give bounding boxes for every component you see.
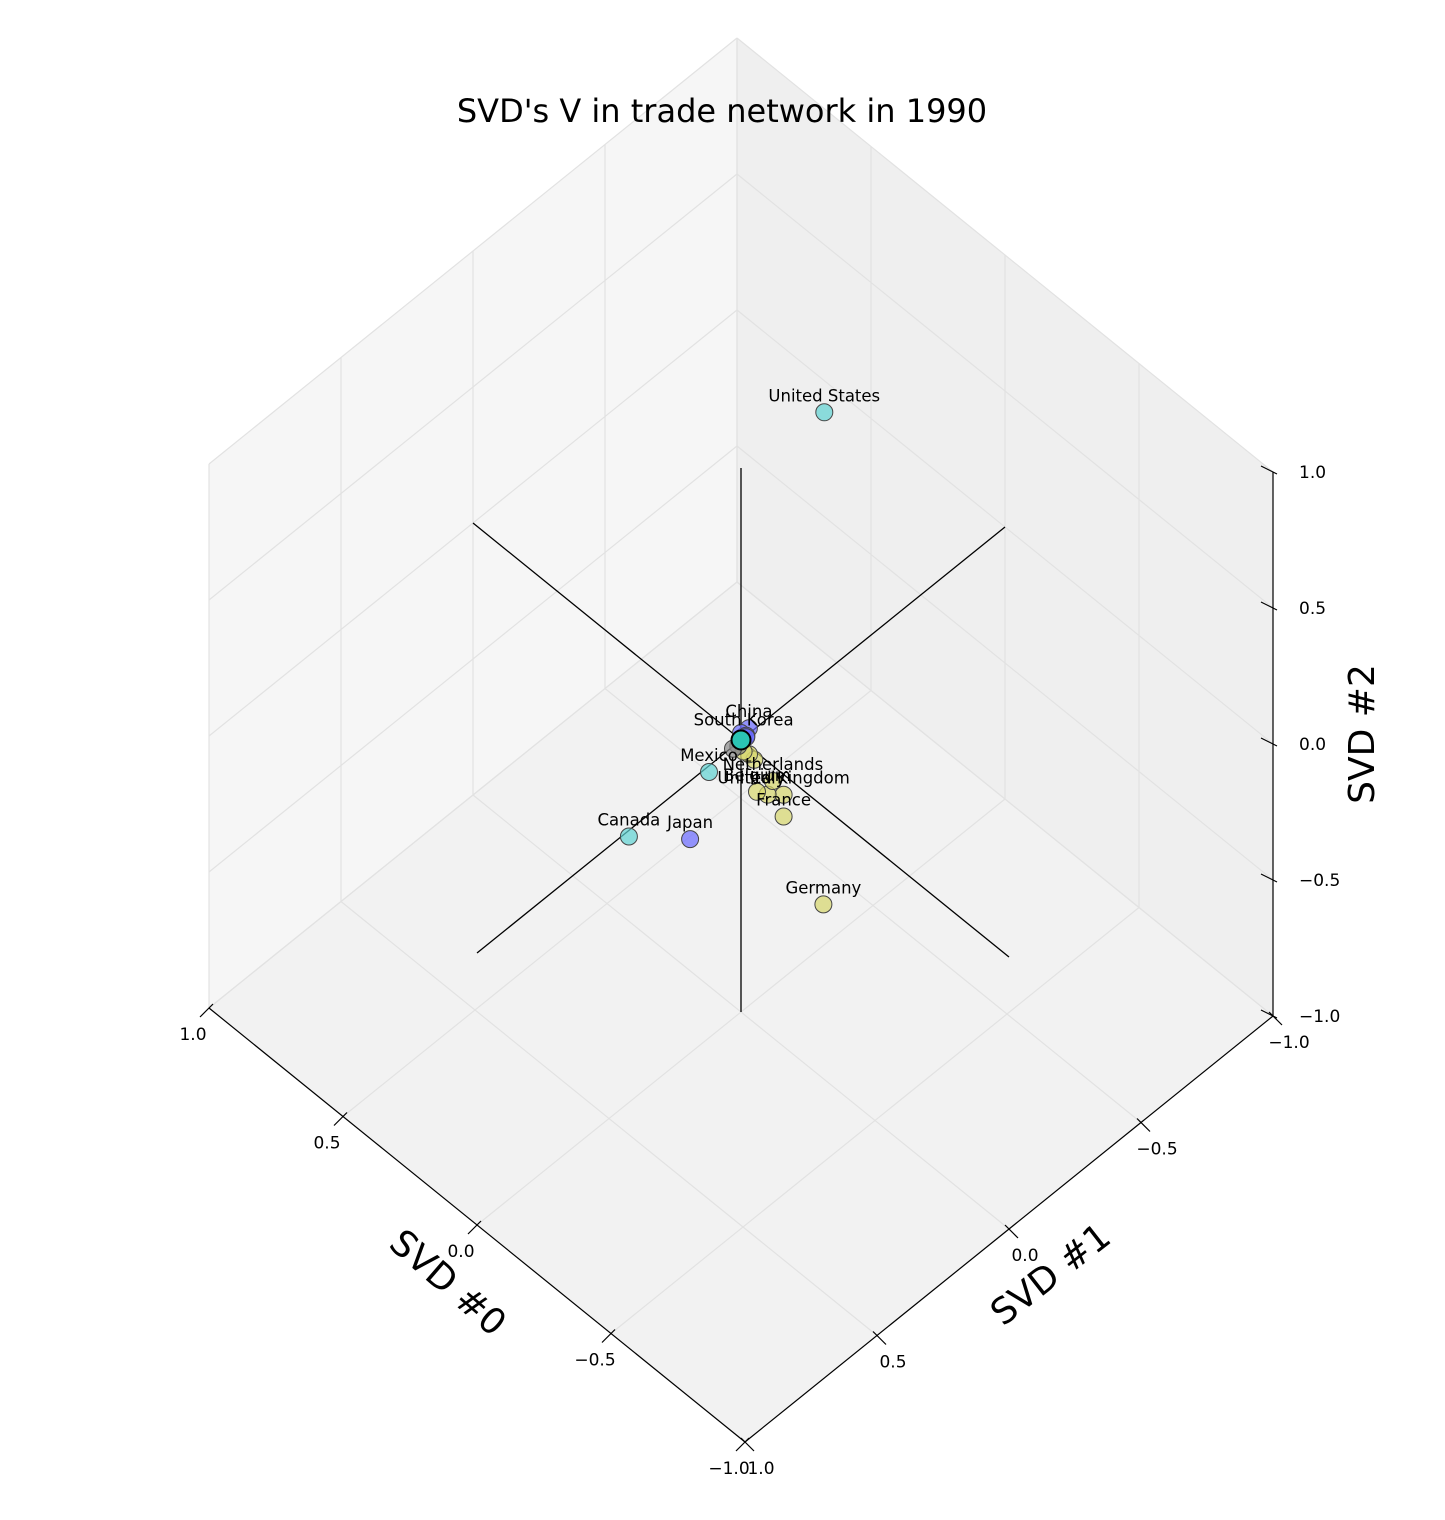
- z-axis-label: SVD #2: [1342, 664, 1383, 804]
- data-point: [700, 763, 718, 781]
- point-label: Belgium: [723, 766, 791, 785]
- z-tick: [1260, 465, 1278, 475]
- data-point: [815, 403, 834, 422]
- tick-marks: 1.0 −1.01.00.5 −0.50.50.0 0.00.0−0.5 0.5−0.5…: [179, 463, 1340, 1479]
- y-tick-label: −1.0: [1268, 1033, 1309, 1053]
- point-label: France: [756, 791, 811, 810]
- point-label: United States: [768, 386, 880, 405]
- point-label: Italy: [750, 769, 786, 788]
- z-tick: [1260, 1009, 1278, 1019]
- data-points: [619, 403, 834, 914]
- point-label: South Korea: [694, 710, 794, 729]
- y-tick-label: 0.5: [879, 1353, 906, 1373]
- y-tick-label: 1.0: [747, 1459, 774, 1479]
- data-point: [730, 729, 752, 751]
- wall-grid-z: [736, 173, 1274, 609]
- point-label: Japan: [666, 813, 713, 832]
- data-point: [774, 807, 793, 826]
- x-tick-label: 1.0: [179, 1025, 206, 1045]
- z-tick-label: 0.5: [1299, 599, 1326, 619]
- z-tick: [1260, 601, 1278, 611]
- y-tick-label: 0.0: [1011, 1246, 1038, 1266]
- floor-grid-x: [208, 581, 738, 1009]
- data-point: [681, 830, 700, 849]
- wall-grid-z: [208, 173, 738, 601]
- y-tick: [740, 1437, 755, 1452]
- wall-grid-z: [736, 37, 1274, 473]
- point-label: Canada: [598, 811, 661, 830]
- z-tick-label: 0.0: [1299, 735, 1326, 755]
- x-tick: [333, 1112, 348, 1126]
- z-tick-label: −1.0: [1299, 1007, 1340, 1027]
- y-tick: [1268, 1011, 1283, 1026]
- y-tick-label: −0.5: [1136, 1140, 1177, 1160]
- z-tick-label: 1.0: [1299, 463, 1326, 483]
- x-tick: [467, 1220, 482, 1235]
- x-tick-label: −1.0: [708, 1459, 749, 1479]
- point-label: Netherlands: [723, 755, 824, 774]
- data-point: [814, 895, 833, 914]
- point-label: Mexico: [680, 746, 738, 765]
- point-label: Germany: [785, 878, 861, 897]
- point-label: China: [725, 702, 772, 721]
- y-tick: [1004, 1224, 1019, 1239]
- x-tick-label: −0.5: [574, 1351, 615, 1371]
- wall-grid-z: [208, 37, 738, 465]
- floor-grid-x: [342, 690, 872, 1117]
- x-tick-label: 0.0: [447, 1242, 474, 1262]
- z-tick: [1260, 737, 1278, 747]
- x-tick: [601, 1329, 616, 1343]
- point-label: United Kingdom: [717, 769, 849, 788]
- floor-grid-y: [340, 901, 878, 1336]
- y-tick: [872, 1331, 887, 1345]
- data-point: [748, 782, 766, 801]
- z-tick-label: −0.5: [1299, 871, 1340, 891]
- point-labels: United States Canada Mexico Japan ChinaSouth…: [598, 386, 881, 897]
- z-tick: [1260, 873, 1278, 883]
- x-axis-label: SVD #0: [381, 1222, 513, 1345]
- data-point: [619, 827, 638, 846]
- x-tick: [735, 1437, 750, 1452]
- chart-title: SVD's V in trade network in 1990: [457, 92, 987, 130]
- x-tick: [199, 1003, 214, 1018]
- data-point: [763, 772, 782, 790]
- x-tick-label: 0.5: [313, 1134, 340, 1154]
- y-tick: [1136, 1118, 1151, 1132]
